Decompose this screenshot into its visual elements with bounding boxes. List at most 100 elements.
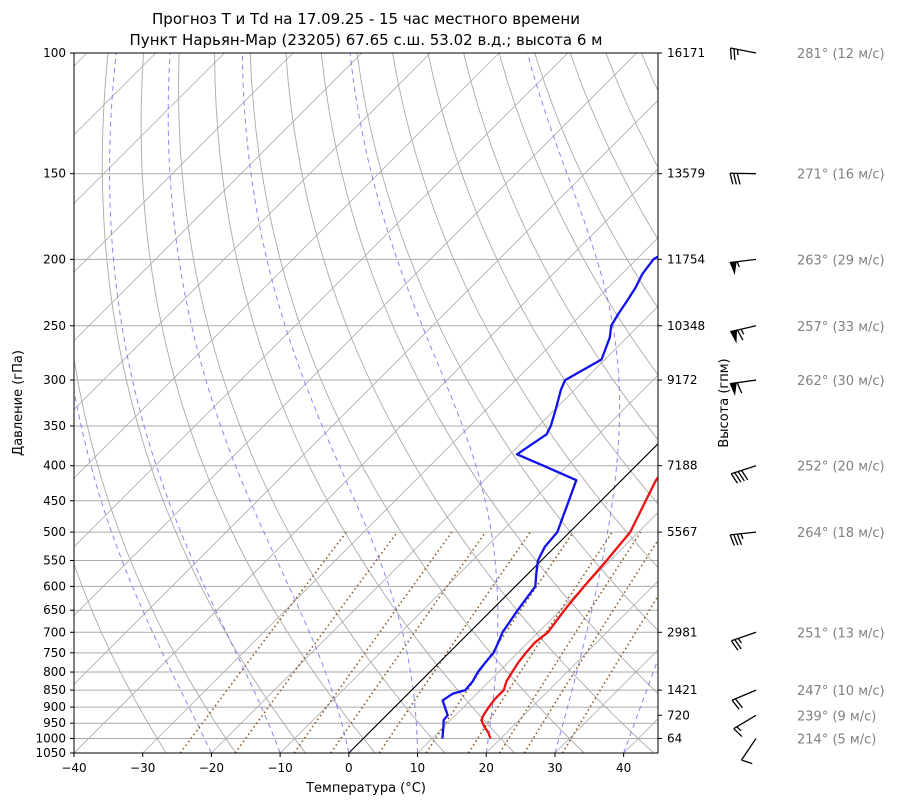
chart-subtitle: Пункт Нарьян-Мар (23205) 67.65 с.ш. 53.0… xyxy=(130,31,603,49)
mixing-ratio-line xyxy=(330,531,487,753)
wind-barb xyxy=(729,325,757,344)
wind-barb-full xyxy=(736,173,741,185)
isotherm-line xyxy=(74,53,500,479)
dry-adiabat xyxy=(463,53,658,441)
mixing-ratio-line xyxy=(467,531,613,753)
y-tick-label: 650 xyxy=(43,603,66,617)
wind-barb-half xyxy=(740,533,744,540)
wind-barb-shaft xyxy=(731,631,757,642)
wind-barb-full xyxy=(730,640,739,651)
isotherm-line xyxy=(74,53,294,273)
plot-frame xyxy=(73,52,659,754)
dry-adiabat xyxy=(605,53,658,169)
wind-label: 252° (20 м/с) xyxy=(797,460,885,475)
wind-column: 281° (12 м/с) 271° (16 м/с) 263° (29 м/с) 2… xyxy=(729,47,885,765)
y-tick-label: 850 xyxy=(43,683,66,697)
moist-adiabat xyxy=(349,53,499,753)
wind-barb-full xyxy=(734,639,742,650)
wind-barb xyxy=(729,258,757,275)
temperature-line xyxy=(480,475,658,739)
x-tick-label: −20 xyxy=(199,761,224,775)
wind-barb-half xyxy=(736,726,742,732)
y-tick-label: 450 xyxy=(43,494,66,508)
dry-adiabat xyxy=(392,53,658,569)
wind-label: 281° (12 м/с) xyxy=(797,47,885,62)
height-axis-label: Высота (гпм) xyxy=(717,358,732,447)
isotherm-line xyxy=(74,53,431,411)
y-tick-label: 550 xyxy=(43,554,66,568)
wind-barb xyxy=(729,531,757,546)
isotherm-line xyxy=(142,237,658,753)
isotherm-line xyxy=(348,443,658,753)
y-tick-label: 700 xyxy=(43,625,66,639)
y-axis-ticks: 100 150 200 250 300 350 400 450 500 550 600 650 700 7… xyxy=(35,46,74,760)
wind-barb xyxy=(729,379,757,397)
wind-barb-full xyxy=(731,699,740,710)
wind-label: 271° (16 м/с) xyxy=(797,168,885,183)
mixing-ratio-line xyxy=(234,531,398,753)
wind-label: 263° (29 м/с) xyxy=(797,253,885,268)
wind-barb xyxy=(740,738,757,765)
dry-adiabat xyxy=(214,53,515,753)
dry-adiabat xyxy=(640,53,658,92)
chart-title: Прогноз T и Td на 17.09.25 - 15 час мест… xyxy=(152,10,580,28)
wind-barb-full xyxy=(733,728,743,738)
height-tick-label: 720 xyxy=(667,708,690,722)
y-tick-label: 350 xyxy=(43,419,66,433)
y-tick-label: 500 xyxy=(43,525,66,539)
x-tick-label: −30 xyxy=(130,761,155,775)
height-tick-label: 16171 xyxy=(667,46,705,60)
wind-barb xyxy=(731,689,757,710)
wind-barb-shaft xyxy=(730,47,757,54)
wind-barb-shaft xyxy=(731,465,757,475)
dry-adiabat xyxy=(249,53,585,753)
x-tick-label: 10 xyxy=(410,761,425,775)
isotherm-line xyxy=(279,374,658,753)
dry-adiabat xyxy=(748,53,900,753)
moist-adiabat xyxy=(526,53,621,753)
y-tick-label: 400 xyxy=(43,459,66,473)
dry-adiabat xyxy=(74,562,167,753)
isotherm-line xyxy=(74,53,225,204)
wind-barb-full xyxy=(729,47,732,60)
moist-adiabat xyxy=(74,387,212,753)
y-axis-label: Давление (гПа) xyxy=(11,350,26,456)
dry-adiabat xyxy=(427,53,658,505)
wind-barb xyxy=(729,172,757,185)
isotherm-line xyxy=(211,305,658,753)
x-tick-label: −10 xyxy=(267,761,292,775)
wind-barb-full xyxy=(736,329,744,341)
dry-adiabat xyxy=(784,53,900,753)
wind-barb-full xyxy=(736,382,743,394)
height-tick-label: 9172 xyxy=(667,373,698,387)
wind-barb-half xyxy=(737,638,742,644)
isotherm-line xyxy=(74,168,658,753)
moist-adiabat xyxy=(241,53,418,753)
x-axis-ticks: −40 −30 −20 −10 0 10 20 30 40 xyxy=(61,753,631,775)
y-tick-label: 900 xyxy=(43,700,66,714)
dry-adiabat xyxy=(101,53,306,753)
mixing-ratio-line xyxy=(179,531,347,753)
wind-barb xyxy=(729,47,757,61)
height-tick-label: 13579 xyxy=(667,167,705,181)
isotherm-line xyxy=(623,718,658,753)
wind-barb-shaft xyxy=(731,689,757,701)
wind-barb-shaft xyxy=(740,738,757,761)
background-lines xyxy=(74,53,900,753)
dry-adiabat xyxy=(569,53,658,241)
wind-label: 214° (5 м/с) xyxy=(797,732,876,747)
wind-barb-full xyxy=(741,470,749,481)
dry-adiabat xyxy=(178,53,446,753)
wind-barb-half xyxy=(736,261,740,268)
dry-adiabat xyxy=(320,53,658,695)
isotherm-line xyxy=(74,53,637,617)
y-tick-label: 800 xyxy=(43,665,66,679)
wind-barb-pennant xyxy=(729,382,737,397)
dry-adiabat xyxy=(677,53,900,753)
wind-label: 247° (10 м/с) xyxy=(797,684,885,699)
x-tick-label: 20 xyxy=(479,761,494,775)
wind-barb-full xyxy=(734,698,743,709)
height-tick-label: 11754 xyxy=(667,252,705,266)
x-tick-label: −40 xyxy=(61,761,86,775)
y-tick-label: 1050 xyxy=(35,746,66,760)
